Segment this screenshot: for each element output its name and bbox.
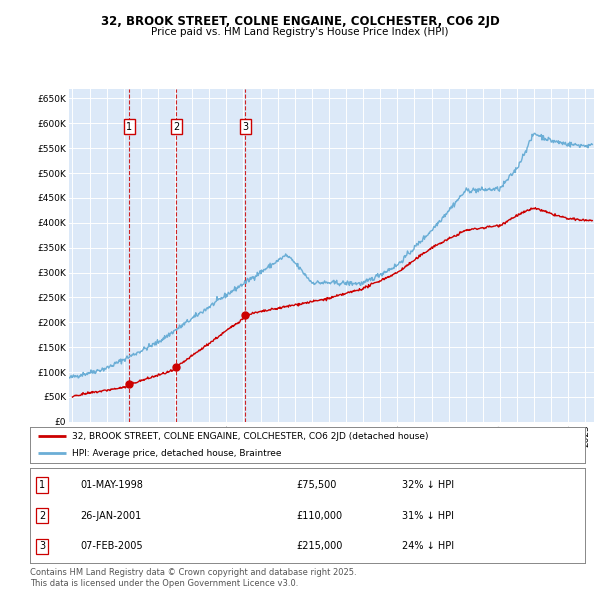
- Text: Contains HM Land Registry data © Crown copyright and database right 2025.
This d: Contains HM Land Registry data © Crown c…: [30, 568, 356, 588]
- Text: 2: 2: [39, 511, 46, 520]
- Text: 01-MAY-1998: 01-MAY-1998: [80, 480, 143, 490]
- Text: 32% ↓ HPI: 32% ↓ HPI: [402, 480, 454, 490]
- Text: 3: 3: [39, 541, 45, 551]
- Text: 32, BROOK STREET, COLNE ENGAINE, COLCHESTER, CO6 2JD (detached house): 32, BROOK STREET, COLNE ENGAINE, COLCHES…: [71, 432, 428, 441]
- Text: 3: 3: [242, 122, 248, 132]
- Text: 26-JAN-2001: 26-JAN-2001: [80, 511, 141, 520]
- Text: £75,500: £75,500: [296, 480, 337, 490]
- Text: 31% ↓ HPI: 31% ↓ HPI: [402, 511, 454, 520]
- Text: 1: 1: [39, 480, 45, 490]
- Text: Price paid vs. HM Land Registry's House Price Index (HPI): Price paid vs. HM Land Registry's House …: [151, 27, 449, 37]
- Text: 24% ↓ HPI: 24% ↓ HPI: [402, 541, 454, 551]
- Text: 07-FEB-2005: 07-FEB-2005: [80, 541, 143, 551]
- Text: £110,000: £110,000: [296, 511, 343, 520]
- Text: 1: 1: [127, 122, 133, 132]
- Text: HPI: Average price, detached house, Braintree: HPI: Average price, detached house, Brai…: [71, 449, 281, 458]
- Text: 32, BROOK STREET, COLNE ENGAINE, COLCHESTER, CO6 2JD: 32, BROOK STREET, COLNE ENGAINE, COLCHES…: [101, 15, 499, 28]
- Text: £215,000: £215,000: [296, 541, 343, 551]
- Text: 2: 2: [173, 122, 179, 132]
